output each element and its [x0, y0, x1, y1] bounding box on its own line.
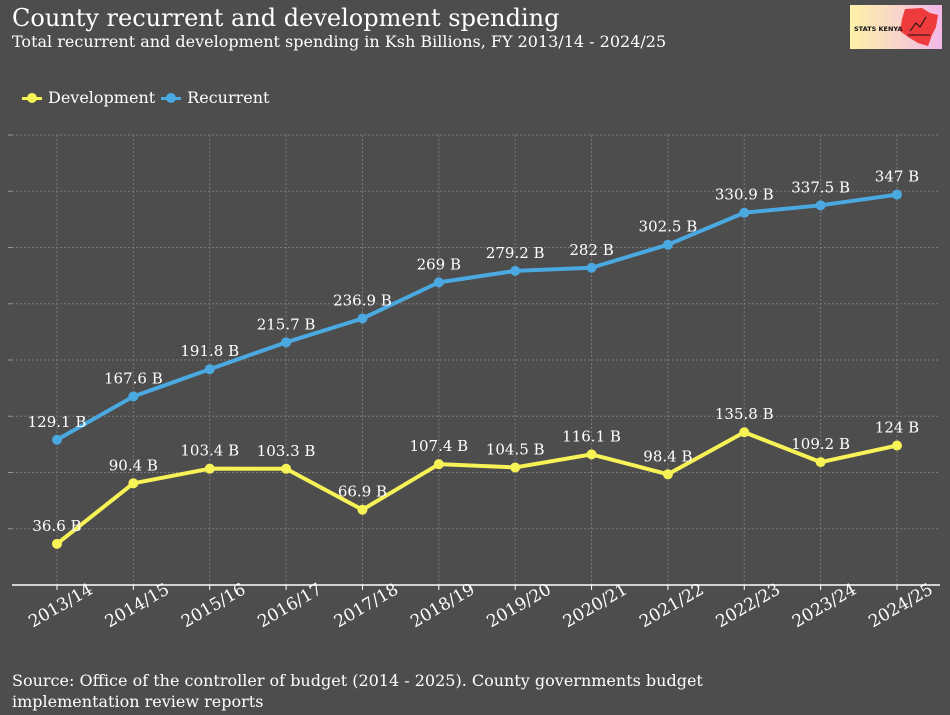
recurrent-data-label: 330.9 B [715, 186, 774, 204]
recurrent-point [281, 337, 292, 348]
legend-label-recurrent: Recurrent [187, 88, 270, 107]
legend: Development Recurrent [22, 88, 269, 107]
recurrent-point [128, 391, 139, 402]
recurrent-data-label: 129.1 B [28, 413, 87, 431]
recurrent-line [56, 192, 898, 442]
development-data-label: 124 B [875, 419, 919, 437]
recurrent-data-label: 215.7 B [257, 315, 316, 333]
development-swatch-icon [22, 92, 42, 104]
source-note: Source: Office of the controller of budg… [12, 671, 703, 711]
development-line [55, 430, 898, 546]
recurrent-data-label: 269 B [417, 255, 461, 273]
stats-kenya-logo: STATS KENYA [850, 5, 942, 49]
development-data-label: 103.3 B [257, 442, 316, 460]
development-data-label: 90.4 B [109, 456, 158, 474]
kenya-map-icon [900, 8, 938, 46]
development-point [586, 449, 597, 460]
recurrent-data-label: 236.9 B [333, 291, 392, 309]
development-data-label: 103.4 B [180, 442, 239, 460]
recurrent-point [510, 265, 521, 276]
recurrent-data-label: 279.2 B [486, 244, 545, 262]
recurrent-point [52, 434, 62, 445]
development-point [357, 504, 368, 515]
development-data-label: 98.4 B [643, 447, 692, 465]
x-tick-label: 2022/23 [713, 580, 784, 633]
chart-subtitle: Total recurrent and development spending… [12, 32, 667, 51]
recurrent-point [739, 207, 750, 218]
recurrent-data-label: 347 B [875, 168, 919, 186]
development-point [892, 440, 902, 451]
x-tick-label: 2017/18 [331, 580, 402, 633]
development-point [510, 462, 521, 473]
development-point [739, 427, 750, 438]
development-data-label: 36.6 B [32, 517, 81, 535]
x-tick-label: 2023/24 [789, 580, 860, 633]
recurrent-data-label: 191.8 B [180, 342, 239, 360]
development-point [52, 538, 62, 549]
legend-item-development[interactable]: Development [22, 88, 155, 107]
recurrent-point [662, 239, 673, 250]
development-data-label: 107.4 B [409, 437, 468, 455]
recurrent-data-label: 302.5 B [639, 218, 698, 236]
legend-item-recurrent[interactable]: Recurrent [161, 88, 269, 107]
recurrent-point [357, 313, 368, 324]
chart-title: County recurrent and development spendin… [12, 4, 560, 32]
recurrent-point [433, 277, 444, 288]
line-chart: 2013/14 2014/15 2015/16 2016/17 2017/18 2018/… [8, 134, 940, 633]
x-tick-label: 2024/25 [865, 580, 936, 633]
recurrent-data-label: 167.6 B [104, 369, 163, 387]
recurrent-point [586, 262, 597, 273]
recurrent-point [892, 189, 902, 200]
x-tick-label: 2018/19 [407, 580, 478, 633]
x-tick-label: 2020/21 [560, 580, 631, 633]
development-point [815, 457, 826, 468]
development-data-label: 104.5 B [486, 440, 545, 458]
development-point [128, 478, 139, 489]
recurrent-point [204, 364, 215, 375]
x-tick-label: 2014/15 [102, 580, 173, 633]
x-tick-label: 2021/22 [636, 580, 707, 633]
logo-text: STATS KENYA [854, 25, 903, 33]
x-tick-label: 2016/17 [254, 580, 325, 633]
development-data-label: 116.1 B [562, 427, 621, 445]
development-point [433, 459, 444, 470]
x-tick-label: 2013/14 [25, 580, 96, 633]
legend-label-development: Development [48, 88, 156, 107]
development-data-label: 135.8 B [715, 405, 774, 423]
development-point [662, 469, 673, 480]
x-tick-label: 2015/16 [178, 580, 249, 633]
recurrent-data-label: 337.5 B [791, 178, 850, 196]
recurrent-swatch-icon [161, 92, 182, 104]
development-data-label: 66.9 B [338, 483, 387, 501]
development-point [204, 463, 215, 474]
x-tick-label: 2019/20 [484, 580, 555, 633]
recurrent-data-label: 282 B [569, 241, 613, 259]
development-data-label: 109.2 B [791, 435, 850, 453]
development-point [281, 463, 292, 474]
recurrent-point [815, 200, 826, 211]
